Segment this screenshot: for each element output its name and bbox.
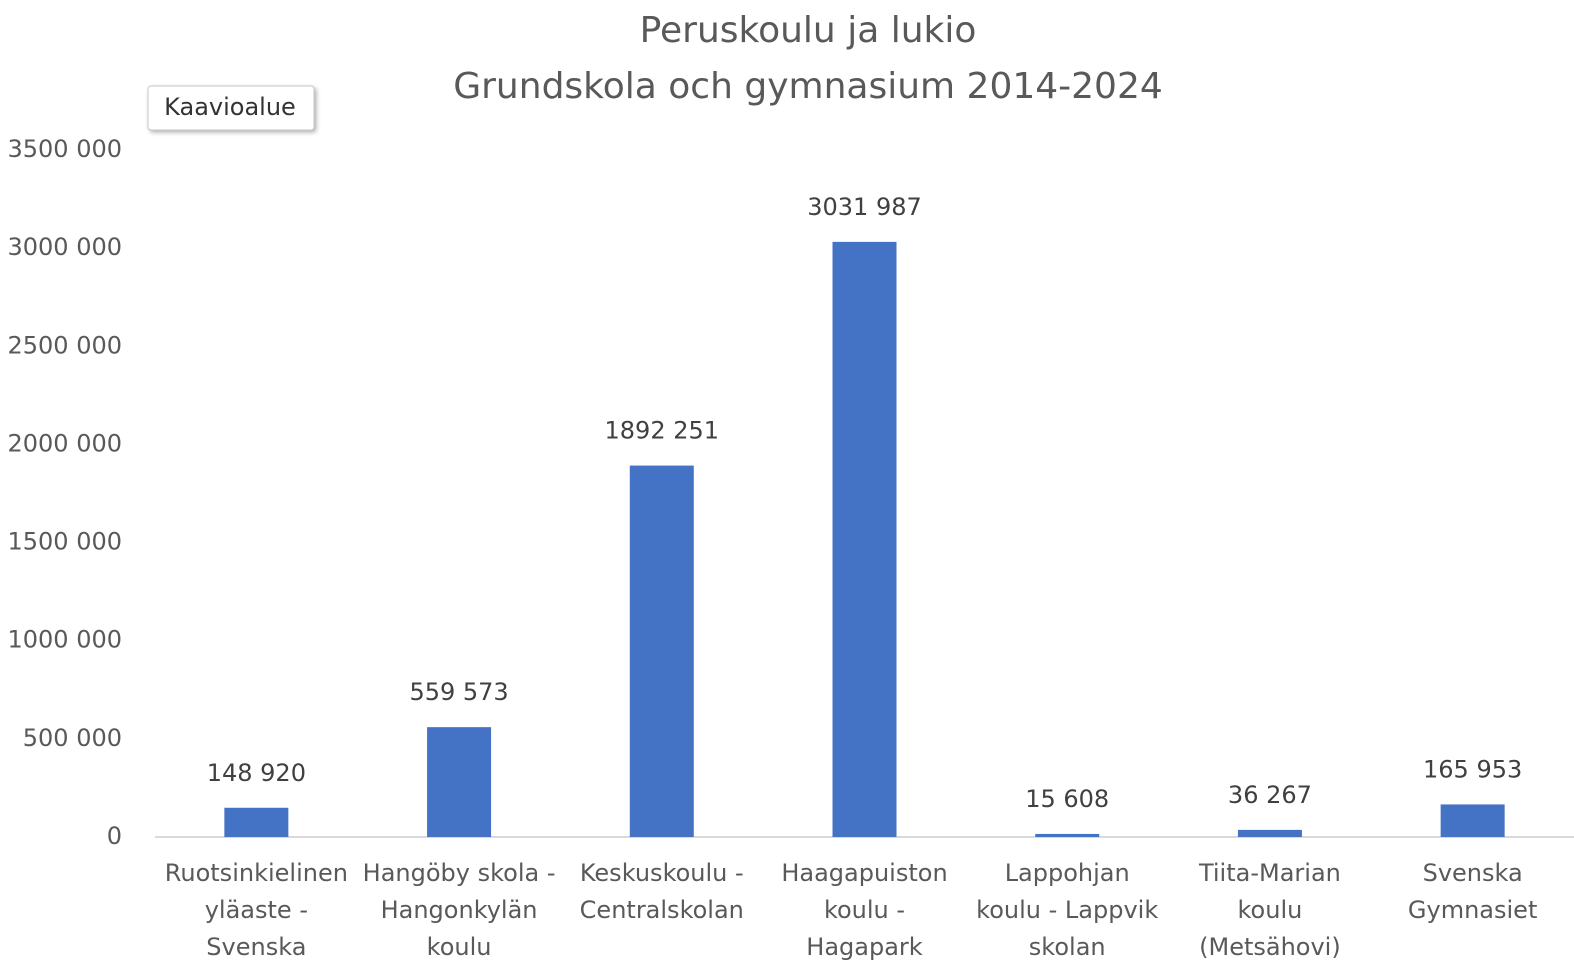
- y-tick-label: 500 000: [23, 724, 122, 752]
- x-tick-label: Lappohjan koulu - Lappvik skolan: [976, 859, 1158, 961]
- value-label: 165 953: [1423, 755, 1522, 783]
- x-tick-label: Keskuskoulu -Centralskolan: [580, 859, 744, 924]
- x-tick-label: Hangöby skola -Hangonkylän koulu: [363, 859, 556, 961]
- bar: [629, 465, 694, 837]
- bar: [1035, 833, 1100, 837]
- y-tick-label: 1500 000: [7, 528, 122, 556]
- value-label: 15 608: [1025, 785, 1109, 813]
- bar: [224, 807, 289, 837]
- bar: [1237, 829, 1302, 837]
- x-tick-label: Tiita-Marian koulu (Metsähovi): [1198, 859, 1341, 961]
- value-label: 559 573: [409, 678, 508, 706]
- y-tick-label: 0: [107, 822, 122, 850]
- bar: [1440, 804, 1505, 837]
- value-label: 36 267: [1228, 781, 1312, 809]
- y-tick-label: 1000 000: [7, 626, 122, 654]
- chart-title: Peruskoulu ja lukio: [640, 10, 977, 51]
- tooltip: Kaavioalue: [164, 93, 296, 121]
- value-label: 3031 987: [807, 193, 922, 221]
- y-tick-label: 2500 000: [7, 331, 122, 359]
- y-tick-label: 2000 000: [7, 429, 122, 457]
- value-label: 1892 251: [605, 417, 720, 445]
- x-tick-label: Svenska Gymnasiet: [1408, 859, 1537, 924]
- value-label: 148 920: [207, 759, 306, 787]
- bar: [832, 241, 897, 838]
- chart-subtitle: Grundskola och gymnasium 2014-2024: [453, 66, 1163, 107]
- y-tick-label: 3500 000: [7, 135, 122, 163]
- bar: [427, 727, 492, 837]
- tooltip-box: [147, 85, 315, 131]
- y-tick-label: 3000 000: [7, 233, 122, 261]
